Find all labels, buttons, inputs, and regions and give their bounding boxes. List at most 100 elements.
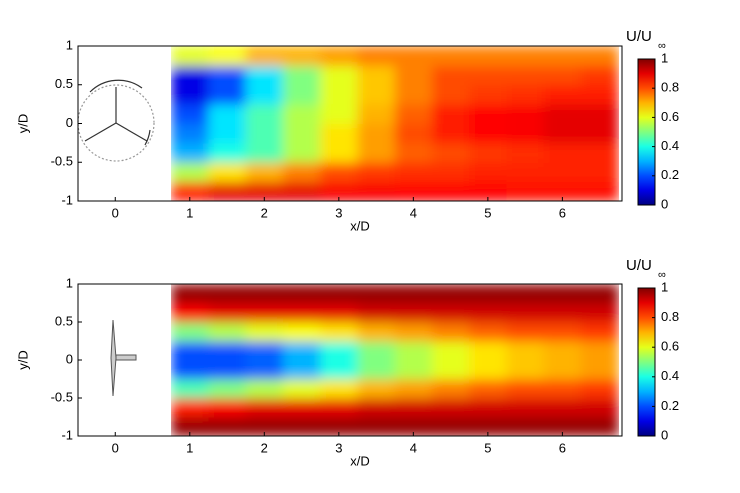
heatmap-cell xyxy=(431,104,470,124)
heatmap-cell xyxy=(320,84,358,105)
heatmap-cell xyxy=(282,303,321,323)
turbine-front-view xyxy=(77,79,155,162)
heatmap-cell xyxy=(282,84,321,105)
heatmap-cell xyxy=(581,398,619,418)
y-axis-label: y/D xyxy=(15,114,30,134)
heatmap-cell xyxy=(581,322,619,342)
heatmap-cell xyxy=(543,398,582,418)
heatmap-cell xyxy=(543,303,582,323)
heatmap-cell xyxy=(469,417,507,436)
x-tick-label: 2 xyxy=(261,205,268,220)
heatmap-cell xyxy=(469,379,507,399)
heatmap-cell xyxy=(282,142,321,163)
plot-area xyxy=(171,284,619,436)
heatmap-cell xyxy=(394,104,433,124)
heatmap-cell xyxy=(394,84,433,105)
heatmap-cell xyxy=(431,303,470,323)
heatmap-cell xyxy=(320,360,358,380)
heatmap-cell xyxy=(208,104,247,124)
heatmap-cell xyxy=(394,341,433,361)
heatmap-cell xyxy=(357,46,396,66)
heatmap-cell xyxy=(208,142,247,163)
y-tick-label: 0 xyxy=(66,115,73,130)
heatmap-cell xyxy=(171,398,209,418)
heatmap-cell xyxy=(171,104,209,124)
y-tick-label: -0.5 xyxy=(51,154,73,169)
heatmap-cell xyxy=(469,341,507,361)
heatmap-cell xyxy=(171,360,209,380)
heatmap-cell xyxy=(245,322,284,342)
heatmap-cell xyxy=(394,379,433,399)
heatmap-cell xyxy=(171,162,209,183)
heatmap-cell xyxy=(506,341,545,361)
heatmap-cell xyxy=(171,341,209,361)
heatmap-cell xyxy=(282,181,321,201)
heatmap-cell xyxy=(469,181,507,201)
heatmap-cell xyxy=(506,142,545,163)
heatmap-cell xyxy=(245,65,284,86)
y-tick-label: 1 xyxy=(66,275,73,290)
colorbar-label: U/U xyxy=(626,257,652,274)
colorbar-tick-label: 0.8 xyxy=(661,80,679,95)
heatmap-cell xyxy=(171,142,209,163)
heatmap-cell xyxy=(357,417,396,436)
heatmap-cell xyxy=(320,65,358,86)
heatmap-cell xyxy=(581,123,619,144)
heatmap-cell xyxy=(431,360,470,380)
heatmap-cell xyxy=(543,379,582,399)
heatmap-cell xyxy=(171,284,209,304)
heatmap-cell xyxy=(320,398,358,418)
heatmap-cell xyxy=(245,181,284,201)
heatmap-cell xyxy=(431,181,470,201)
heatmap-cell xyxy=(245,84,284,105)
heatmap-cell xyxy=(208,162,247,183)
heatmap-cell xyxy=(469,65,507,86)
heatmap-cell xyxy=(394,46,433,66)
x-tick-label: 6 xyxy=(559,205,566,220)
colorbar-tick-label: 0.2 xyxy=(661,167,679,182)
heatmap-cell xyxy=(543,181,582,201)
heatmap-cell xyxy=(357,398,396,418)
heatmap-cell xyxy=(506,379,545,399)
heatmap-cell xyxy=(357,181,396,201)
heatmap-cell xyxy=(581,360,619,380)
y-tick-label: -0.5 xyxy=(51,389,73,404)
heatmap-cell xyxy=(581,142,619,163)
heatmap-cell xyxy=(208,84,247,105)
heatmap-cell xyxy=(171,181,209,201)
x-tick-label: 3 xyxy=(335,205,342,220)
heatmap-cell xyxy=(282,360,321,380)
heatmap-cell xyxy=(320,417,358,436)
heatmap-cell xyxy=(320,181,358,201)
heatmap-cell xyxy=(171,322,209,342)
heatmap-cell xyxy=(282,398,321,418)
plot-area xyxy=(171,46,619,201)
heatmap-cell xyxy=(469,123,507,144)
heatmap-cell xyxy=(357,84,396,105)
heatmap-cell xyxy=(208,417,247,436)
heatmap-cell xyxy=(320,303,358,323)
y-axis-label: y/D xyxy=(15,350,30,370)
heatmap-cell xyxy=(208,322,247,342)
heatmap-cell xyxy=(282,46,321,66)
heatmap-cell xyxy=(581,181,619,201)
heatmap-cell xyxy=(506,322,545,342)
heatmap-cell xyxy=(357,379,396,399)
heatmap-cell xyxy=(245,162,284,183)
heatmap-cell xyxy=(320,341,358,361)
heatmap-cell xyxy=(245,104,284,124)
heatmap-cell xyxy=(506,104,545,124)
heatmap-cell xyxy=(506,162,545,183)
y-tick-label: 0 xyxy=(66,351,73,366)
x-tick-label: 1 xyxy=(186,440,193,455)
heatmap-cell xyxy=(506,303,545,323)
heatmap-cell xyxy=(320,142,358,163)
heatmap-cell xyxy=(357,162,396,183)
x-axis-label: x/D xyxy=(350,453,370,468)
heatmap-cell xyxy=(208,341,247,361)
heatmap-cell xyxy=(394,398,433,418)
y-tick-label: 0.5 xyxy=(55,76,73,91)
x-tick-label: 0 xyxy=(112,205,119,220)
heatmap-cell xyxy=(171,417,209,436)
heatmap-cell xyxy=(245,303,284,323)
